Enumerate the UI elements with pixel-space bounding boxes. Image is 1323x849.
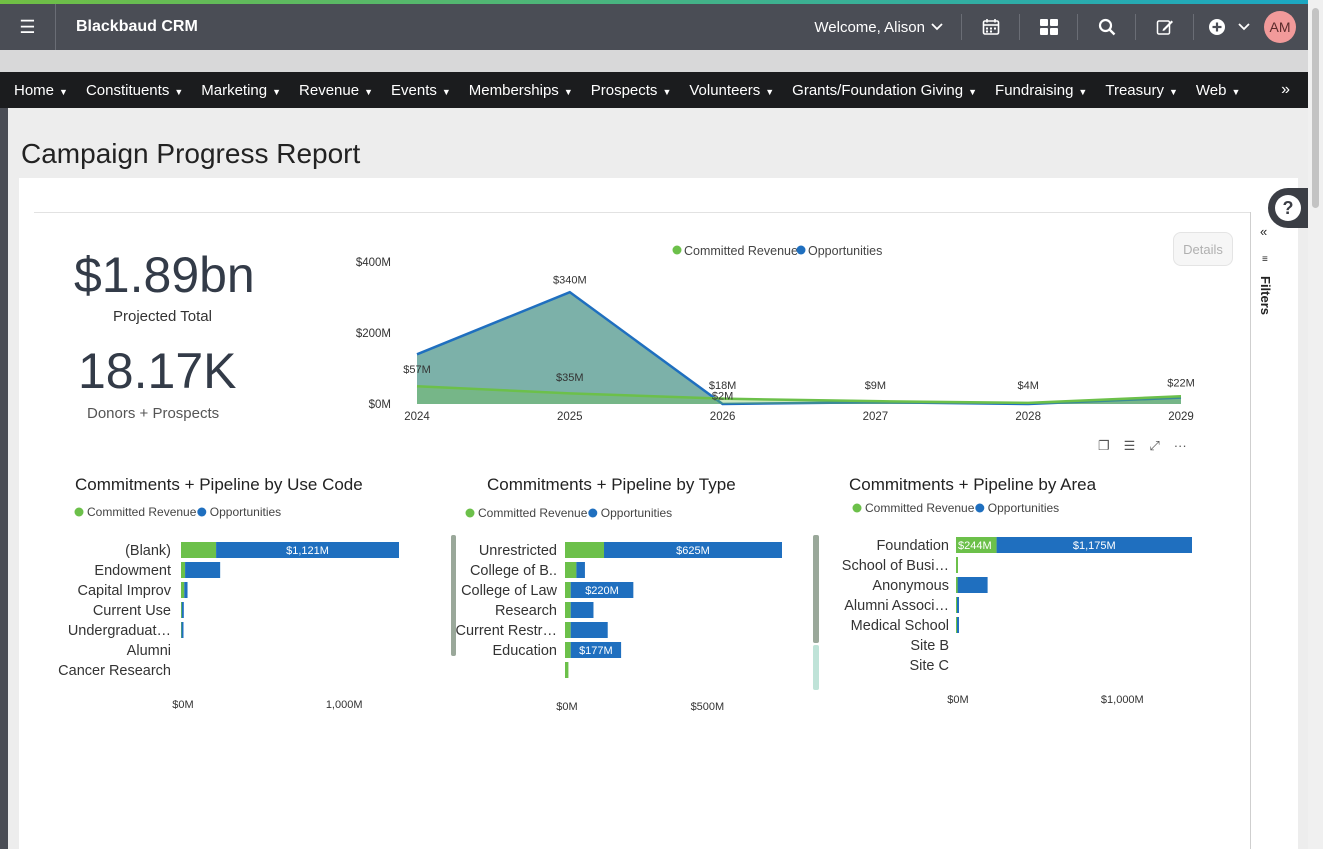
grid-icon	[1039, 19, 1058, 35]
main-nav: Home ▼ Constituents ▼ Marketing ▼ Revenue ▼ …	[0, 72, 1308, 108]
kpi-projected-total-label: Projected Total	[113, 308, 212, 325]
report-card	[19, 178, 1298, 849]
filter-icon: ≡	[1262, 254, 1268, 265]
calendar-button[interactable]	[962, 14, 1020, 40]
edit-icon	[1156, 20, 1173, 35]
user-menu[interactable]: Welcome, Alison	[796, 14, 962, 40]
calendar-icon	[982, 19, 999, 35]
page-scrollbar[interactable]	[1308, 0, 1323, 849]
page-title: Campaign Progress Report	[21, 138, 361, 169]
chevron-down-icon	[931, 23, 943, 31]
nav-item-web[interactable]: Web ▼	[1195, 81, 1241, 99]
copy-icon[interactable]: ❐	[1098, 438, 1110, 453]
left-collapse-bar[interactable]	[0, 108, 8, 849]
brand-accent-stripe	[0, 0, 1323, 4]
kpi-donors: 18.17K	[78, 343, 237, 399]
app-header: ☰ Blackbaud CRM Welcome, Alison AM	[0, 4, 1308, 50]
nav-more-icon[interactable]: »	[1281, 81, 1290, 98]
search-icon	[1098, 18, 1115, 36]
kpi-donors-label: Donors + Prospects	[87, 405, 220, 422]
nav-item-home[interactable]: Home ▼	[14, 81, 68, 99]
welcome-text: Welcome, Alison	[814, 18, 925, 36]
nav-item-events[interactable]: Events ▼	[391, 81, 451, 99]
edit-button[interactable]	[1136, 14, 1194, 40]
hamburger-icon[interactable]: ☰	[0, 4, 56, 50]
filters-divider	[1250, 212, 1251, 849]
apps-button[interactable]	[1020, 14, 1078, 40]
nav-item-constituents[interactable]: Constituents ▼	[85, 81, 184, 99]
nav-item-memberships[interactable]: Memberships ▼	[468, 81, 573, 99]
nav-item-treasury[interactable]: Treasury ▼	[1105, 81, 1178, 99]
header-strip	[0, 50, 1308, 72]
nav-item-marketing[interactable]: Marketing ▼	[201, 81, 282, 99]
avatar[interactable]: AM	[1264, 11, 1296, 43]
search-button[interactable]	[1078, 14, 1136, 40]
more-options-icon[interactable]: ···	[1173, 438, 1187, 453]
divider	[34, 212, 1250, 213]
nav-item-prospects[interactable]: Prospects ▼	[590, 81, 672, 99]
chevron-down-icon	[1238, 23, 1250, 31]
help-button[interactable]: ?	[1268, 188, 1308, 228]
visual-toolbar: ❐ ☰ ⤢ ···	[1098, 438, 1187, 454]
filters-pane-toggle[interactable]: « ≡ Filters	[1256, 224, 1280, 334]
nav-item-volunteers[interactable]: Volunteers ▼	[689, 81, 775, 99]
filter-icon[interactable]: ☰	[1123, 438, 1136, 453]
add-menu-button[interactable]	[1194, 14, 1264, 40]
app-brand[interactable]: Blackbaud CRM	[76, 18, 198, 35]
nav-item-grants[interactable]: Grants/Foundation Giving ▼	[792, 81, 978, 99]
details-button[interactable]: Details	[1173, 232, 1233, 266]
scrollbar-thumb[interactable]	[1312, 8, 1319, 208]
nav-item-fundraising[interactable]: Fundraising ▼	[995, 81, 1088, 99]
double-chevron-left-icon[interactable]: «	[1260, 224, 1268, 239]
help-icon: ?	[1275, 195, 1301, 221]
add-icon	[1209, 19, 1225, 35]
focus-mode-icon[interactable]: ⤢	[1149, 438, 1160, 453]
kpi-projected-total: $1.89bn	[74, 247, 255, 303]
nav-item-revenue[interactable]: Revenue ▼	[299, 81, 373, 99]
filters-label: Filters	[1258, 276, 1273, 316]
